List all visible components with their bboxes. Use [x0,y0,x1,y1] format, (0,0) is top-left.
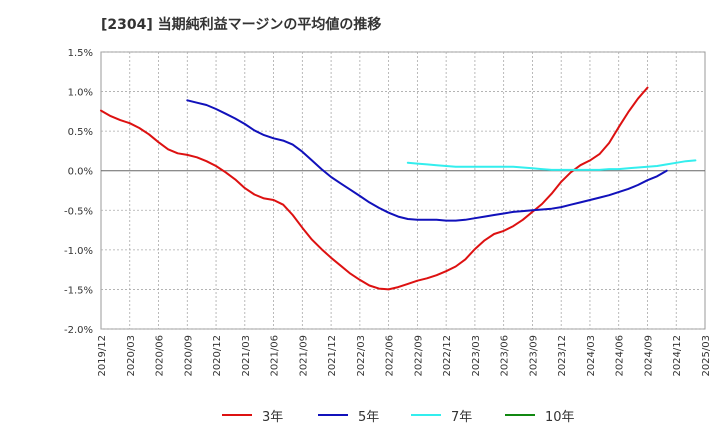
x-axis-ticks: 2019/12 2020/03 2020/06 2020/09 2020/12 2021/… [97,335,712,377]
x-tick-label: 2023/09 [528,335,539,377]
legend-item-5y: 5年 [318,401,379,429]
grid-lines [101,51,705,330]
legend-label-3y: 3年 [262,409,284,425]
x-tick-label: 2024/03 [586,335,597,377]
y-tick-label: -1.0% [64,246,93,257]
x-tick-label: 2022/06 [385,335,396,377]
legend-label-5y: 5年 [358,409,380,425]
x-tick-label: 2023/12 [557,335,568,377]
y-tick-label: -2.0% [64,325,93,336]
x-tick-label: 2019/12 [97,335,108,377]
legend-label-7y: 7年 [451,409,473,425]
x-tick-label: 2022/03 [356,335,367,377]
x-tick-label: 2021/06 [270,335,281,377]
x-tick-label: 2022/12 [442,335,453,377]
x-tick-label: 2024/12 [672,335,683,377]
legend: 3年 5年 7年 10年 [0,401,720,429]
legend-swatch-5y [318,414,348,416]
x-tick-label: 2024/09 [643,335,654,377]
x-tick-label: 2022/09 [413,335,424,377]
series-lines [100,86,697,291]
legend-item-7y: 7年 [411,401,472,429]
legend-label-10y: 10年 [545,409,575,425]
x-tick-label: 2023/03 [471,335,482,377]
y-tick-label: 0.0% [68,167,93,178]
legend-swatch-3y [222,414,252,416]
y-axis-ticks: 1.5% 1.0% 0.5% 0.0% -0.5% -1.0% -1.5% -2.0% [64,48,93,336]
series-line-7y [406,159,697,171]
series-line-3y [100,86,649,291]
x-tick-label: 2020/12 [212,335,223,377]
x-tick-label: 2021/03 [241,335,252,377]
plot-area [100,51,706,330]
legend-item-3y: 3年 [222,401,283,429]
legend-item-10y: 10年 [505,401,575,429]
x-tick-label: 2020/03 [126,335,137,377]
x-tick-label: 2020/06 [155,335,166,377]
y-tick-label: 1.5% [68,48,93,59]
y-tick-label: 1.0% [68,88,93,99]
legend-swatch-10y [505,414,535,416]
legend-swatch-7y [411,414,441,416]
x-tick-label: 2021/12 [327,335,338,377]
y-tick-label: -0.5% [64,206,93,217]
x-tick-label: 2024/06 [615,335,626,377]
y-tick-label: 0.5% [68,127,93,138]
x-tick-label: 2025/03 [701,335,712,377]
y-tick-label: -1.5% [64,285,93,296]
x-tick-label: 2020/09 [183,335,194,377]
x-tick-label: 2021/09 [298,335,309,377]
x-tick-label: 2023/06 [500,335,511,377]
chart-title: [2304] 当期純利益マージンの平均値の推移 [101,17,382,33]
series-line-5y [186,99,668,222]
